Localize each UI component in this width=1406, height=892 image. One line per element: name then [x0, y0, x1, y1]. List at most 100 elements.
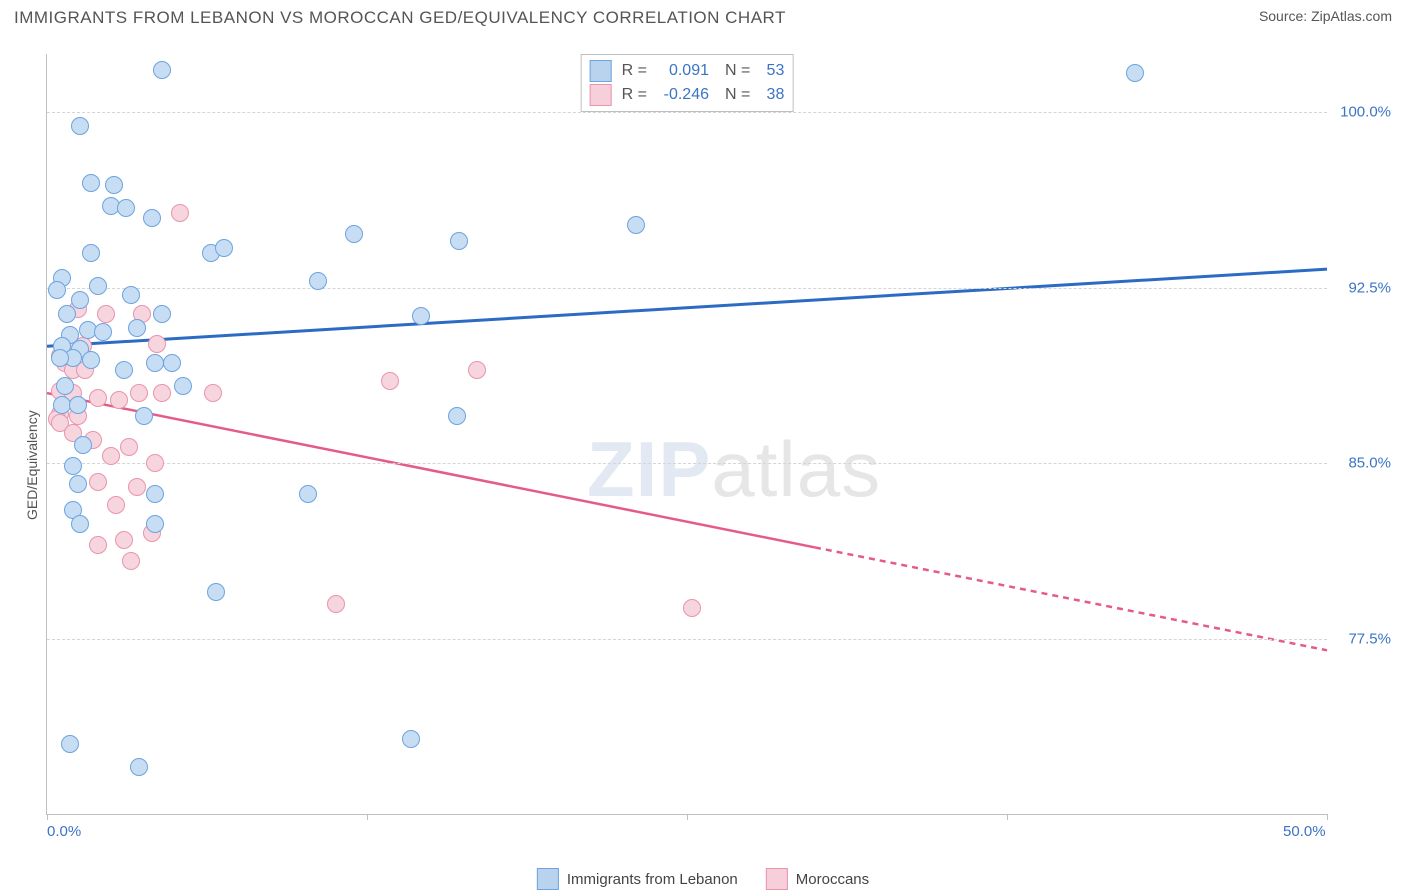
scatter-point-lebanon — [48, 281, 66, 299]
x-tick-mark — [1007, 814, 1008, 820]
x-tick-mark — [47, 814, 48, 820]
scatter-point-moroccan — [204, 384, 222, 402]
scatter-point-lebanon — [146, 354, 164, 372]
scatter-point-lebanon — [128, 319, 146, 337]
source-prefix: Source: — [1259, 8, 1311, 24]
scatter-point-lebanon — [115, 361, 133, 379]
stats-row-moroccan: R = -0.246 N = 38 — [590, 83, 785, 107]
legend-item-lebanon: Immigrants from Lebanon — [537, 868, 738, 890]
scatter-point-lebanon — [82, 174, 100, 192]
watermark-zip: ZIP — [587, 425, 711, 513]
scatter-point-lebanon — [345, 225, 363, 243]
scatter-point-lebanon — [174, 377, 192, 395]
y-tick-label: 85.0% — [1348, 455, 1391, 472]
trend-line — [815, 547, 1327, 650]
scatter-point-lebanon — [64, 457, 82, 475]
r-value-lebanon: 0.091 — [653, 59, 709, 83]
scatter-point-lebanon — [69, 475, 87, 493]
scatter-point-moroccan — [130, 384, 148, 402]
scatter-point-moroccan — [153, 384, 171, 402]
legend-label-lebanon: Immigrants from Lebanon — [567, 871, 738, 888]
trend-lines-layer — [47, 54, 1327, 814]
swatch-lebanon — [537, 868, 559, 890]
scatter-point-lebanon — [215, 239, 233, 257]
scatter-point-lebanon — [130, 758, 148, 776]
gridline — [47, 639, 1327, 640]
gridline — [47, 463, 1327, 464]
scatter-point-lebanon — [69, 396, 87, 414]
y-axis-label: GED/Equivalency — [24, 410, 40, 520]
series-legend: Immigrants from Lebanon Moroccans — [537, 868, 869, 890]
swatch-moroccan — [590, 84, 612, 106]
gridline — [47, 288, 1327, 289]
n-value-moroccan: 38 — [756, 83, 784, 107]
watermark-atlas: atlas — [711, 425, 881, 513]
gridline — [47, 112, 1327, 113]
scatter-point-moroccan — [107, 496, 125, 514]
r-label: R = — [622, 83, 647, 107]
scatter-point-lebanon — [309, 272, 327, 290]
x-tick-label: 0.0% — [47, 823, 81, 840]
swatch-moroccan — [766, 868, 788, 890]
scatter-point-moroccan — [97, 305, 115, 323]
scatter-point-lebanon — [94, 323, 112, 341]
y-tick-label: 77.5% — [1348, 630, 1391, 647]
scatter-point-lebanon — [143, 209, 161, 227]
scatter-point-moroccan — [381, 372, 399, 390]
y-tick-label: 92.5% — [1348, 279, 1391, 296]
scatter-point-lebanon — [146, 515, 164, 533]
scatter-point-lebanon — [89, 277, 107, 295]
scatter-point-lebanon — [153, 61, 171, 79]
scatter-point-lebanon — [56, 377, 74, 395]
scatter-point-moroccan — [115, 531, 133, 549]
scatter-point-lebanon — [105, 176, 123, 194]
scatter-point-lebanon — [71, 515, 89, 533]
x-tick-mark — [367, 814, 368, 820]
scatter-point-moroccan — [89, 473, 107, 491]
scatter-point-lebanon — [122, 286, 140, 304]
scatter-point-lebanon — [82, 351, 100, 369]
x-tick-mark — [1327, 814, 1328, 820]
scatter-point-lebanon — [412, 307, 430, 325]
source-name: ZipAtlas.com — [1311, 8, 1392, 24]
stats-legend-box: R = 0.091 N = 53 R = -0.246 N = 38 — [581, 54, 794, 112]
x-tick-label: 50.0% — [1283, 823, 1326, 840]
scatter-point-lebanon — [117, 199, 135, 217]
scatter-point-moroccan — [171, 204, 189, 222]
plot-area: ZIPatlas R = 0.091 N = 53 R = -0.246 N =… — [46, 54, 1327, 815]
watermark: ZIPatlas — [587, 424, 881, 515]
scatter-point-lebanon — [82, 244, 100, 262]
scatter-point-lebanon — [146, 485, 164, 503]
scatter-point-moroccan — [146, 454, 164, 472]
y-tick-label: 100.0% — [1340, 104, 1391, 121]
header: IMMIGRANTS FROM LEBANON VS MOROCCAN GED/… — [0, 0, 1406, 32]
scatter-point-moroccan — [120, 438, 138, 456]
scatter-point-lebanon — [153, 305, 171, 323]
scatter-point-lebanon — [299, 485, 317, 503]
r-label: R = — [622, 59, 647, 83]
scatter-point-moroccan — [327, 595, 345, 613]
scatter-point-lebanon — [450, 232, 468, 250]
scatter-point-lebanon — [71, 291, 89, 309]
swatch-lebanon — [590, 60, 612, 82]
stats-row-lebanon: R = 0.091 N = 53 — [590, 59, 785, 83]
scatter-point-lebanon — [71, 117, 89, 135]
scatter-point-moroccan — [148, 335, 166, 353]
scatter-point-lebanon — [135, 407, 153, 425]
scatter-point-moroccan — [110, 391, 128, 409]
scatter-point-lebanon — [207, 583, 225, 601]
scatter-point-lebanon — [627, 216, 645, 234]
scatter-point-lebanon — [61, 735, 79, 753]
scatter-point-lebanon — [58, 305, 76, 323]
legend-item-moroccan: Moroccans — [766, 868, 869, 890]
r-value-moroccan: -0.246 — [653, 83, 709, 107]
n-label: N = — [725, 59, 750, 83]
scatter-point-lebanon — [74, 436, 92, 454]
n-value-lebanon: 53 — [756, 59, 784, 83]
scatter-point-moroccan — [468, 361, 486, 379]
scatter-point-moroccan — [89, 389, 107, 407]
scatter-point-moroccan — [89, 536, 107, 554]
legend-label-moroccan: Moroccans — [796, 871, 869, 888]
scatter-point-lebanon — [1126, 64, 1144, 82]
scatter-point-moroccan — [128, 478, 146, 496]
